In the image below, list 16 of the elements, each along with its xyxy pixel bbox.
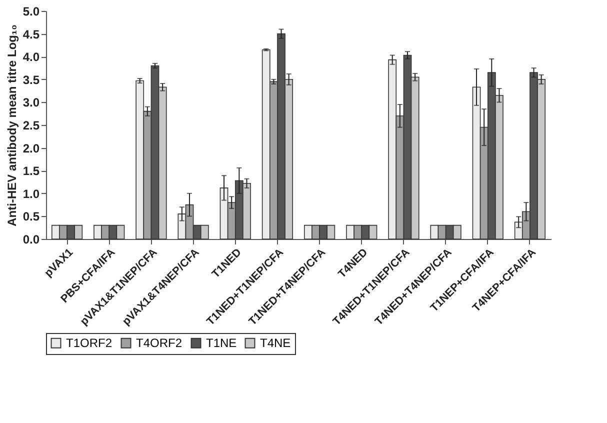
y-tick-label: 4.5: [22, 27, 40, 42]
y-axis-title: Anti-HEV antibody mean titre Log₁₀: [4, 24, 19, 226]
legend-label: T1NE: [206, 336, 237, 350]
y-tick-label: 1.0: [22, 186, 40, 201]
y-tick-label: 1.5: [22, 164, 40, 178]
y-tick-label: 4.0: [22, 50, 40, 64]
legend-label: T4ORF2: [136, 336, 182, 350]
y-tick-label: 2.5: [22, 118, 40, 132]
legend-label: T4NE: [260, 336, 291, 350]
y-tick-label: 0.5: [22, 210, 40, 224]
y-tick-label: 0.0: [22, 232, 40, 246]
y-tick-label: 2.0: [22, 141, 40, 156]
legend-label: T1ORF2: [66, 336, 112, 350]
y-tick-label: 3.5: [22, 72, 40, 87]
y-tick-label: 5.0: [22, 4, 40, 18]
y-tick-label: 3.0: [22, 96, 40, 110]
